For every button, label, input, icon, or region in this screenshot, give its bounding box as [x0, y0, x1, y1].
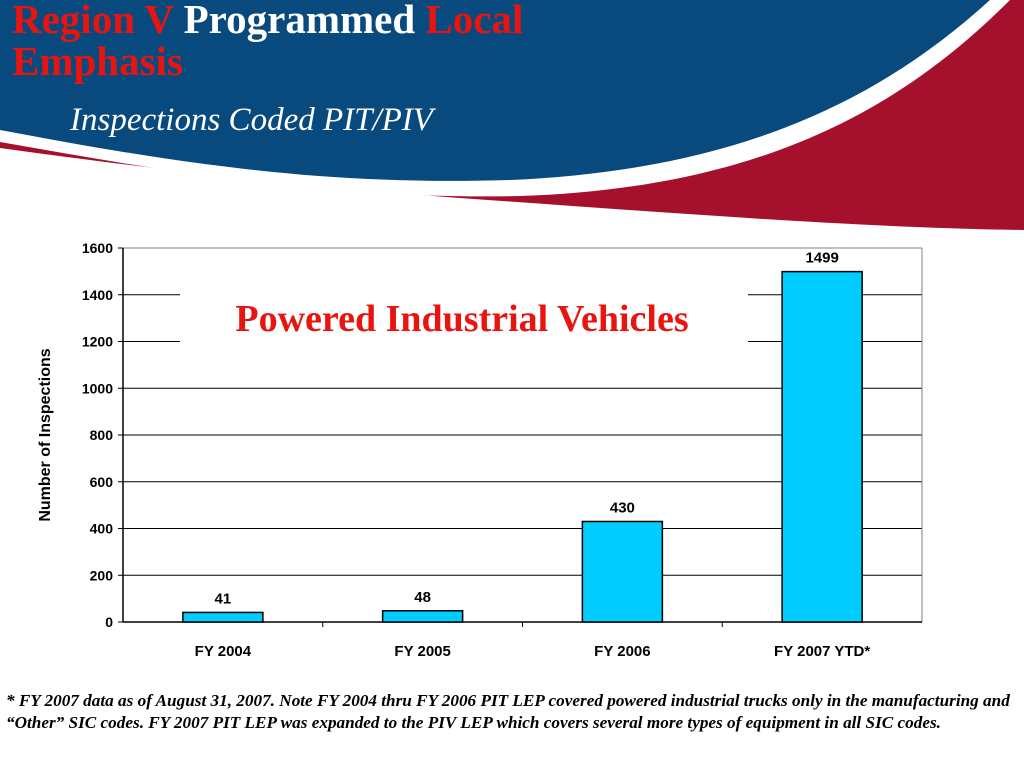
y-tick-label: 0 [105, 614, 113, 630]
bars [182, 270, 863, 623]
x-tick-labels: FY 2004 FY 2005 FY 2006 FY 2007 YTD* [195, 643, 871, 660]
y-tick-label: 400 [90, 521, 114, 537]
y-tick-label: 200 [90, 567, 114, 583]
x-tick-label: FY 2007 YTD* [774, 643, 870, 660]
y-tick-label: 600 [90, 474, 114, 490]
title-part-local: Local [425, 0, 524, 42]
data-label: 41 [215, 590, 232, 607]
header-banner [0, 0, 1024, 230]
y-tick-label: 800 [90, 427, 114, 443]
banner-blue-swoosh [0, 0, 990, 181]
chart-title-background [180, 288, 748, 346]
x-tick-label: FY 2004 [195, 643, 252, 660]
bar [781, 270, 863, 623]
x-tick-label: FY 2006 [594, 643, 650, 660]
slide-subtitle: Inspections Coded PIT/PIV [70, 102, 433, 138]
title-part-programmed: Programmed [183, 0, 416, 42]
data-label: 430 [610, 499, 635, 516]
title-part-region: Region V [12, 0, 174, 42]
y-axis-label: Number of Inspections [37, 348, 54, 521]
bar [581, 520, 664, 623]
y-tick-label: 1200 [82, 334, 113, 350]
y-tick-label: 1000 [82, 380, 113, 396]
slide-title: Region V Programmed Local Emphasis [12, 0, 712, 82]
x-tick-label: FY 2005 [394, 643, 450, 660]
footnote: * FY 2007 data as of August 31, 2007. No… [6, 691, 1010, 732]
chart-title: Powered Industrial Vehicles [235, 298, 688, 340]
data-label: 1499 [805, 250, 838, 267]
title-part-emphasis: Emphasis [12, 38, 183, 84]
data-label: 48 [414, 589, 431, 606]
y-tick-label: 1600 [82, 240, 113, 256]
bar [182, 611, 264, 623]
bar [381, 610, 464, 623]
y-tick-labels: 0 200 400 600 800 1000 1200 1400 1600 [82, 240, 113, 630]
data-labels: 41 48 430 1499 [215, 250, 839, 608]
y-tick-label: 1400 [82, 287, 113, 303]
